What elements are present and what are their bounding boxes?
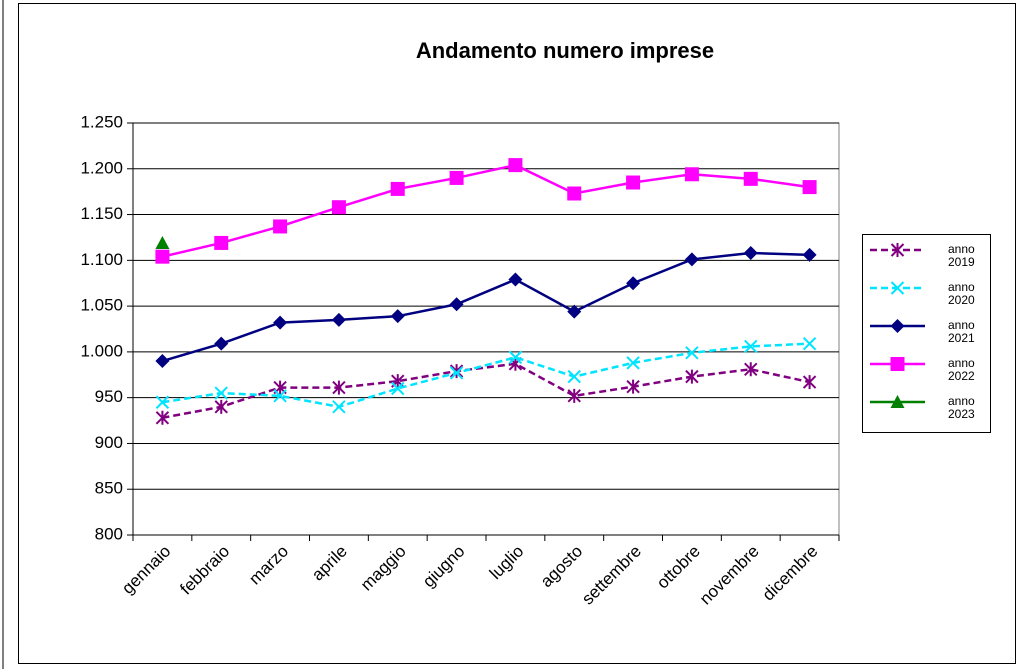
marker (626, 379, 640, 394)
legend-label: anno 2021 (948, 318, 975, 345)
marker (508, 350, 523, 365)
y-tick-label: 1.050 (80, 296, 123, 315)
marker (626, 175, 641, 190)
marker (155, 395, 170, 409)
marker (331, 312, 346, 327)
marker (390, 309, 405, 324)
marker (626, 276, 641, 291)
marker (685, 369, 699, 384)
y-tick-label: 950 (95, 387, 123, 406)
marker (331, 200, 346, 215)
marker (391, 381, 405, 396)
marker (743, 171, 758, 186)
marker (685, 346, 699, 360)
y-tick-label: 1.000 (80, 341, 123, 360)
marker (890, 243, 905, 257)
y-tick-label: 1.150 (80, 204, 123, 223)
marker (890, 357, 905, 371)
marker (155, 410, 170, 425)
plot-area (132, 122, 840, 536)
legend-label: anno 2019 (948, 242, 975, 269)
marker (214, 235, 229, 250)
marker (890, 281, 905, 295)
marker (802, 180, 817, 195)
marker (802, 247, 817, 262)
marker (273, 219, 288, 234)
legend-label: anno 2020 (948, 280, 975, 307)
legend-label: anno 2022 (948, 356, 975, 383)
marker (214, 399, 228, 414)
marker (332, 380, 346, 395)
marker (332, 400, 346, 414)
marker (155, 249, 170, 264)
marker (449, 297, 464, 312)
y-tick-label: 850 (95, 479, 123, 498)
marker (626, 356, 640, 370)
marker (684, 167, 699, 182)
marker (214, 386, 228, 400)
chart-title: Andamento numero imprese (416, 38, 714, 63)
y-tick-label: 1.250 (80, 112, 123, 131)
series-line (162, 163, 810, 258)
marker (744, 362, 758, 377)
marker (449, 170, 464, 185)
legend-label: anno 2023 (948, 394, 975, 421)
marker (890, 395, 905, 408)
series-line (162, 251, 810, 363)
y-tick-label: 1.100 (80, 250, 123, 269)
marker (390, 181, 405, 196)
marker (567, 304, 582, 319)
marker (508, 158, 523, 173)
series-line (162, 342, 810, 409)
marker (890, 319, 905, 333)
marker (744, 339, 758, 354)
y-tick-label: 1.200 (80, 158, 123, 177)
marker (508, 272, 523, 287)
legend-box (862, 234, 991, 433)
marker (567, 388, 581, 403)
marker (214, 336, 229, 351)
marker (155, 235, 170, 249)
series-line (162, 362, 810, 420)
marker (684, 252, 699, 267)
marker (802, 375, 817, 390)
marker (743, 246, 758, 261)
marker (567, 186, 582, 201)
marker (449, 366, 464, 380)
marker (273, 315, 288, 330)
marker (567, 369, 581, 384)
marker (802, 336, 817, 351)
y-tick-label: 800 (95, 524, 123, 543)
marker (449, 364, 464, 379)
marker (273, 389, 287, 403)
y-tick-label: 900 (95, 433, 123, 452)
marker (155, 354, 170, 369)
